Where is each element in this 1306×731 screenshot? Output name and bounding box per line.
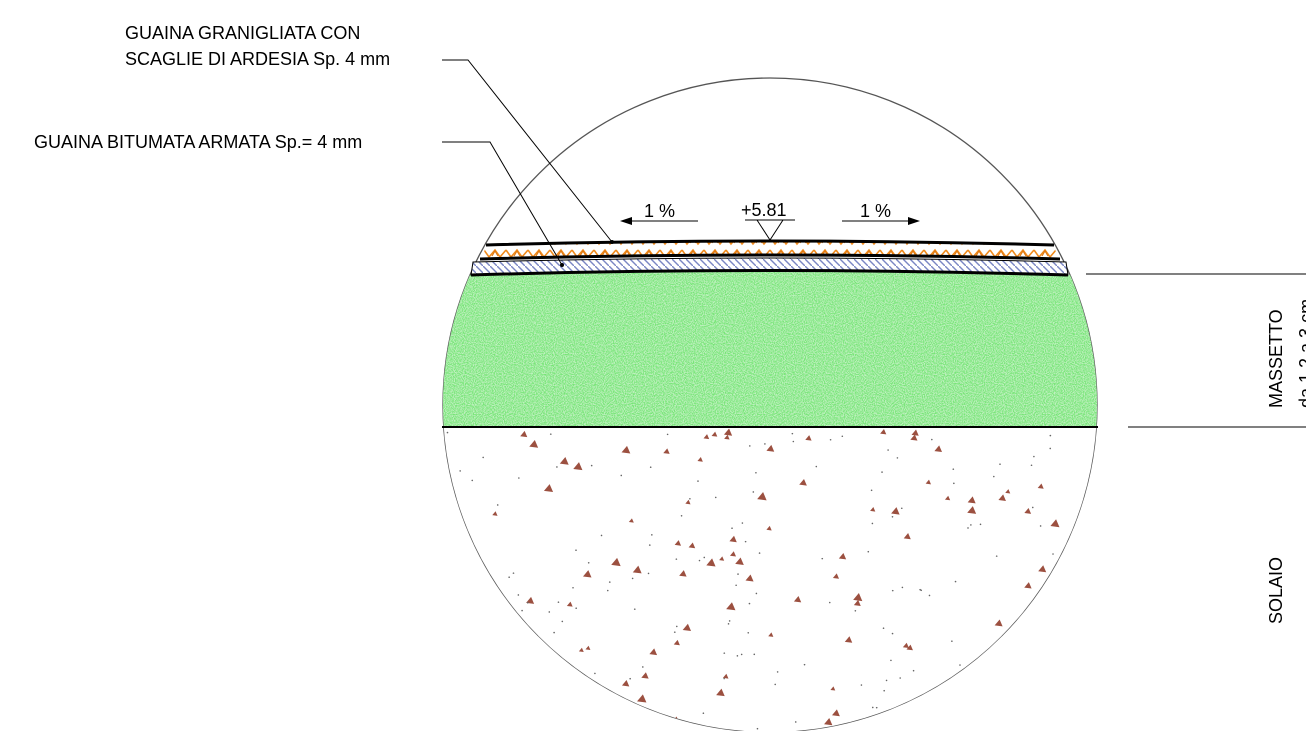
gravel-membrane-layer	[482, 242, 1058, 258]
elevation-marker: +5.81	[741, 200, 795, 241]
screed-side-label: MASSETTO	[1266, 309, 1286, 408]
gravel-membrane-label-line1: GUAINA GRANIGLIATA CON	[125, 23, 360, 43]
gravel-membrane-label-line2: SCAGLIE DI ARDESIA Sp. 4 mm	[125, 49, 390, 69]
screed-layer	[443, 271, 1097, 426]
slab-side-label: SOLAIO	[1266, 557, 1286, 624]
leader-gravel-membrane	[442, 59, 613, 243]
svg-text:1 %: 1 %	[644, 201, 675, 221]
bitumen-membrane-label: GUAINA BITUMATA ARMATA Sp.= 4 mm	[34, 132, 362, 152]
screed-thickness-label: da 1.2 a 3 cm	[1296, 299, 1306, 408]
slope-left: 1 %	[620, 201, 698, 225]
svg-text:+5.81: +5.81	[741, 200, 787, 220]
slope-right: 1 %	[842, 201, 920, 225]
svg-text:1 %: 1 %	[860, 201, 891, 221]
leader-bitumen-membrane	[442, 141, 563, 266]
slab-layer	[443, 427, 1097, 731]
